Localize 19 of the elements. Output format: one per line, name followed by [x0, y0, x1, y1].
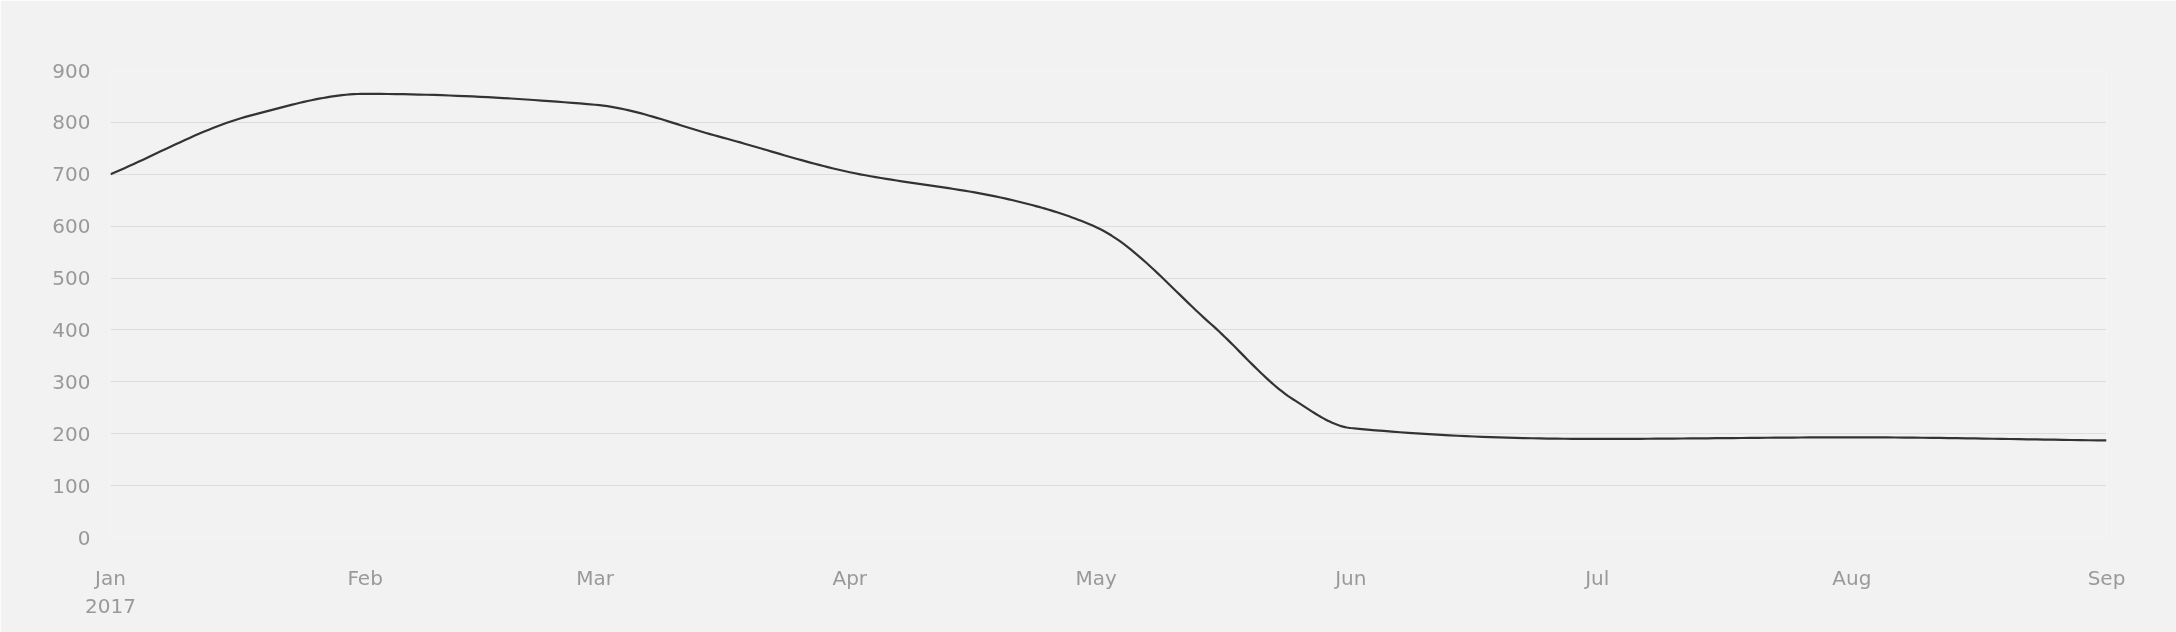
y-tick-label: 900 [52, 58, 91, 83]
x-tick-label: Mar [576, 565, 615, 590]
x-tick-label: Aug [1832, 565, 1872, 590]
y-tick-label: 500 [52, 266, 91, 291]
y-tick-label: 0 [77, 525, 91, 550]
y-tick-label: 700 [52, 162, 91, 187]
y-tick-label: 600 [52, 214, 91, 239]
y-tick-label: 300 [52, 369, 91, 394]
y-tick-label: 400 [52, 317, 91, 342]
x-tick-label: Apr [832, 565, 868, 590]
x-tick-label: Jun [1333, 565, 1367, 590]
y-tick-label: 100 [52, 473, 91, 498]
x-tick-label: Jan 2017 [85, 565, 136, 619]
y-tick-label: 200 [52, 421, 91, 446]
y-tick-label: 800 [52, 110, 91, 135]
x-tick-label: Feb [347, 565, 383, 590]
x-tick-label: Sep [2087, 565, 2126, 590]
x-tick-label: May [1075, 565, 1118, 590]
x-tick-label: Jul [1583, 565, 1610, 590]
